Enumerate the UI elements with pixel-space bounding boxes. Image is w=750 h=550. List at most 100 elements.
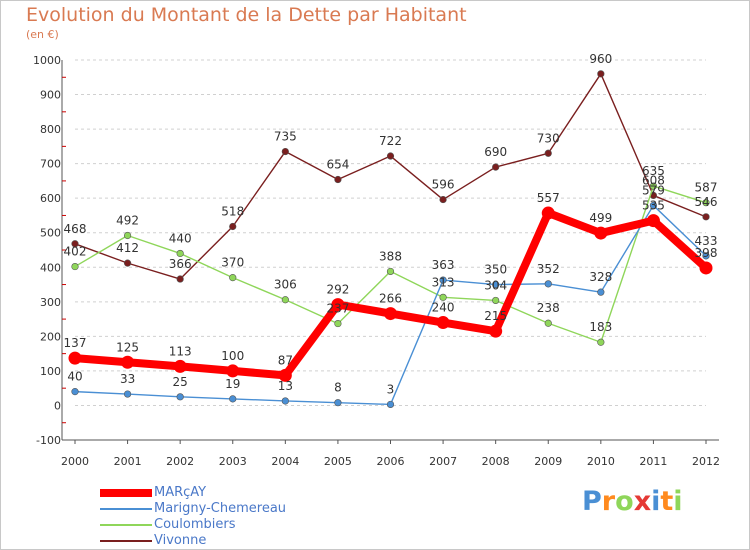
data-label: 960 <box>589 52 612 66</box>
data-label: 137 <box>64 336 87 350</box>
x-tick-label: 2010 <box>587 455 615 468</box>
y-tick-label: 800 <box>40 123 61 136</box>
data-label: 730 <box>537 131 560 145</box>
y-tick-label: 700 <box>40 158 61 171</box>
data-point <box>439 276 447 284</box>
data-point <box>334 175 342 184</box>
data-label: 304 <box>484 278 507 292</box>
data-point <box>173 359 187 373</box>
y-tick-label: 500 <box>40 227 61 240</box>
data-point <box>439 293 447 301</box>
axes: -100 0 100 200 300 400 500 600 700 800 900 1000 2000… <box>33 54 720 468</box>
data-label: 238 <box>537 301 560 315</box>
data-point <box>492 296 500 305</box>
data-label: 388 <box>379 249 402 263</box>
x-tick-label: 2006 <box>377 455 405 468</box>
legend-label: Marigny-Chemereau <box>154 501 287 516</box>
data-label: 183 <box>589 320 612 334</box>
data-point <box>699 261 713 275</box>
data-label: 215 <box>484 309 507 323</box>
data-label: 546 <box>695 195 718 209</box>
data-point <box>229 274 237 282</box>
data-point <box>597 338 605 346</box>
data-point <box>123 390 132 398</box>
data-point <box>384 307 397 321</box>
data-point <box>71 240 79 248</box>
data-label: 237 <box>326 302 349 316</box>
legend-swatch <box>100 489 152 497</box>
data-point <box>646 214 660 228</box>
chart-unit-label: (en €) <box>26 28 59 41</box>
data-label: 352 <box>537 262 560 276</box>
y-tick-label: -100 <box>36 434 61 447</box>
data-label: 3 <box>387 382 395 396</box>
y-tick-label: 900 <box>40 89 61 102</box>
data-label: 440 <box>169 231 192 245</box>
data-label: 8 <box>334 381 342 395</box>
data-label: 402 <box>64 245 87 259</box>
data-label: 350 <box>484 263 507 277</box>
x-tick-label: 2008 <box>482 455 510 468</box>
x-tick-label: 2004 <box>271 455 299 468</box>
legend-label: Coulombiers <box>154 517 236 532</box>
data-label: 587 <box>695 181 718 195</box>
data-label: 690 <box>484 145 507 159</box>
data-point <box>281 296 289 304</box>
data-point <box>386 400 395 409</box>
data-label: 398 <box>695 246 718 260</box>
x-tick-label: 2011 <box>639 455 667 468</box>
data-label: 113 <box>169 344 192 358</box>
data-label: 292 <box>326 283 349 297</box>
x-tick-label: 2012 <box>692 455 720 468</box>
x-tick-label: 2003 <box>219 455 247 468</box>
y-tick-label: 100 <box>40 365 61 378</box>
data-label: 635 <box>642 164 665 178</box>
data-label: 306 <box>274 278 297 292</box>
y-tick-label: 0 <box>54 399 61 412</box>
data-label: 735 <box>274 130 297 144</box>
data-label: 412 <box>116 241 139 255</box>
data-point <box>71 262 79 271</box>
data-point <box>281 397 289 405</box>
data-label: 370 <box>221 256 244 270</box>
data-point <box>123 231 132 240</box>
data-label: 13 <box>278 379 293 393</box>
data-point <box>702 199 710 207</box>
x-tick-label: 2007 <box>429 455 457 468</box>
data-point <box>702 213 710 221</box>
data-point <box>281 147 289 156</box>
y-tick-label: 200 <box>40 330 61 343</box>
x-tick-label: 2001 <box>114 455 142 468</box>
data-point <box>492 280 500 289</box>
x-tick-label: 2005 <box>324 455 352 468</box>
data-point <box>386 152 395 160</box>
legend-swatch <box>100 508 152 510</box>
data-point <box>439 195 447 204</box>
y-tick-label: 400 <box>40 261 61 274</box>
data-label: 363 <box>432 258 455 272</box>
data-label: 608 <box>642 173 665 187</box>
data-point <box>229 222 237 231</box>
data-point <box>649 182 658 190</box>
data-point <box>123 259 132 267</box>
y-tick-label: 1000 <box>33 54 61 67</box>
chart-title: Evolution du Montant de la Dette par Hab… <box>26 4 467 26</box>
data-point <box>541 206 555 220</box>
legend-swatch <box>100 540 152 542</box>
data-point <box>121 355 135 369</box>
data-label: 100 <box>221 349 244 363</box>
data-label: 499 <box>589 211 612 225</box>
data-point <box>544 319 552 327</box>
data-point <box>436 316 450 330</box>
data-label: 125 <box>116 340 139 354</box>
data-point <box>386 267 395 276</box>
data-point <box>334 399 342 407</box>
proxiti-logo: Proxiti <box>582 486 683 517</box>
data-point <box>597 288 605 296</box>
data-label: 87 <box>278 353 293 367</box>
legend-swatch <box>100 524 152 526</box>
data-point <box>334 319 342 328</box>
data-label: 557 <box>537 191 560 205</box>
data-label: 654 <box>326 158 349 172</box>
